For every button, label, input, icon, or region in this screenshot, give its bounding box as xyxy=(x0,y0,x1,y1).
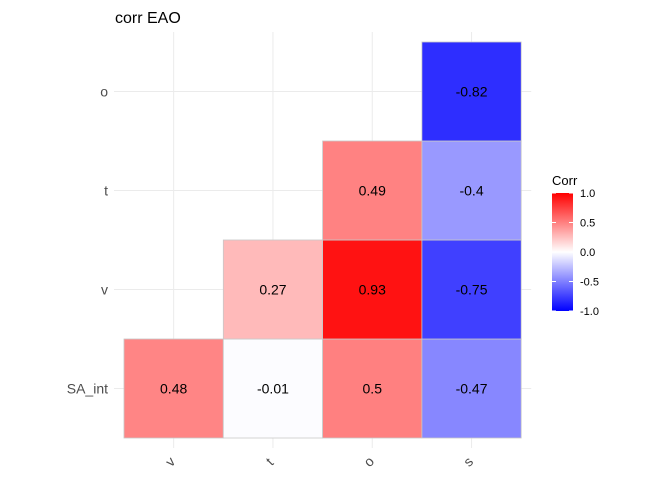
cell-value-label: 0.27 xyxy=(259,282,286,298)
cell-value-label: 0.5 xyxy=(363,381,383,397)
y-axis-ticks: SA_int v t o xyxy=(67,84,108,397)
legend-tick-label: -1.0 xyxy=(580,306,599,318)
cell-value-label: -0.47 xyxy=(456,381,488,397)
cell-value-label: -0.4 xyxy=(459,183,483,199)
y-tick-label: o xyxy=(100,84,108,100)
legend-tick-label: 0.5 xyxy=(580,218,595,230)
cell-value-label: -0.75 xyxy=(456,282,488,298)
cell-value-label: -0.01 xyxy=(257,381,289,397)
heatmap-cell xyxy=(322,239,423,340)
y-tick-label: t xyxy=(104,183,108,199)
heatmap-cell xyxy=(322,140,423,241)
heatmap-cell xyxy=(421,338,522,439)
legend: Corr 1.0 0.5 0.0 -0.5 -1.0 xyxy=(552,173,599,318)
heatmap-cell xyxy=(421,41,522,142)
x-tick-label: o xyxy=(360,453,377,470)
legend-tick-label: 1.0 xyxy=(580,188,595,200)
cell-value-label: 0.49 xyxy=(359,183,386,199)
chart-title: corr EAO xyxy=(115,10,181,27)
x-tick-label: s xyxy=(460,453,476,469)
cell-value-label: 0.48 xyxy=(160,381,187,397)
legend-ticks: 1.0 0.5 0.0 -0.5 -1.0 xyxy=(552,188,599,318)
y-tick-label: v xyxy=(101,282,108,298)
legend-colorbar xyxy=(552,193,573,311)
heatmap-cell xyxy=(123,338,224,439)
legend-tick-label: -0.5 xyxy=(580,277,599,289)
cell-value-label: -0.82 xyxy=(456,84,488,100)
heatmap-cell xyxy=(222,338,324,439)
y-tick-label: SA_int xyxy=(67,381,108,397)
x-tick-label: t xyxy=(262,454,276,468)
heatmap-cell xyxy=(421,140,522,241)
heatmap-cells: 0.48 -0.01 0.5 -0.47 0.27 0.93 -0.75 0.49 -0.4 -0… xyxy=(123,41,522,439)
legend-title: Corr xyxy=(552,173,578,188)
x-tick-label: v xyxy=(162,453,178,469)
heatmap-cell xyxy=(322,338,423,439)
legend-tick-label: 0.0 xyxy=(580,247,595,259)
cell-value-label: 0.93 xyxy=(359,282,386,298)
